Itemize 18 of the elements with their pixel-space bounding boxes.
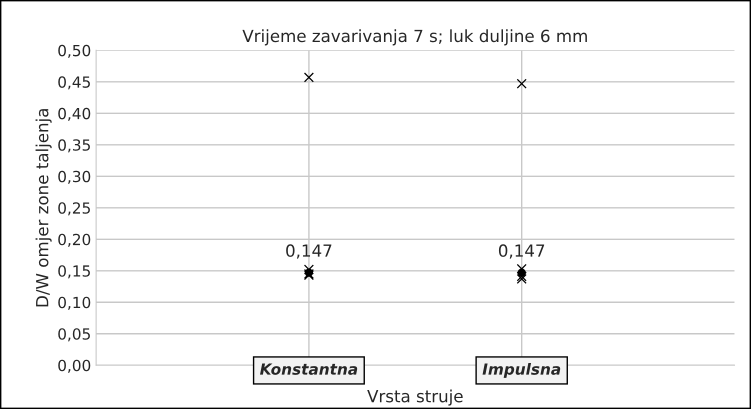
data-label: 0,147 [286, 244, 332, 259]
y-tick-label: 0,20 [58, 234, 90, 247]
y-tick-label: 0,45 [58, 76, 90, 90]
y-tick-label: 0,05 [58, 328, 90, 342]
y-tick-label: 0,30 [58, 170, 90, 184]
y-tick-label: 0,40 [58, 108, 90, 121]
chart-title: Vrijeme zavarivanja 7 s; luk duljine 6 mm [242, 29, 587, 46]
y-tick-label: 0,35 [58, 139, 90, 152]
y-axis-title: D/W omjer zone taljenja [36, 109, 52, 306]
y-tick-label: 0,25 [58, 202, 90, 216]
data-label: 0,147 [498, 244, 544, 259]
x-tick-label: Konstantna [260, 364, 358, 375]
x-tick-label: Impulsna [482, 363, 560, 378]
y-tick-label: 0,00 [58, 360, 90, 373]
y-tick-label: 0,15 [58, 265, 90, 278]
x-axis-title: Vrsta struje [367, 390, 463, 406]
y-tick-label: 0,10 [58, 296, 90, 310]
y-tick-label: 0,50 [58, 44, 90, 58]
